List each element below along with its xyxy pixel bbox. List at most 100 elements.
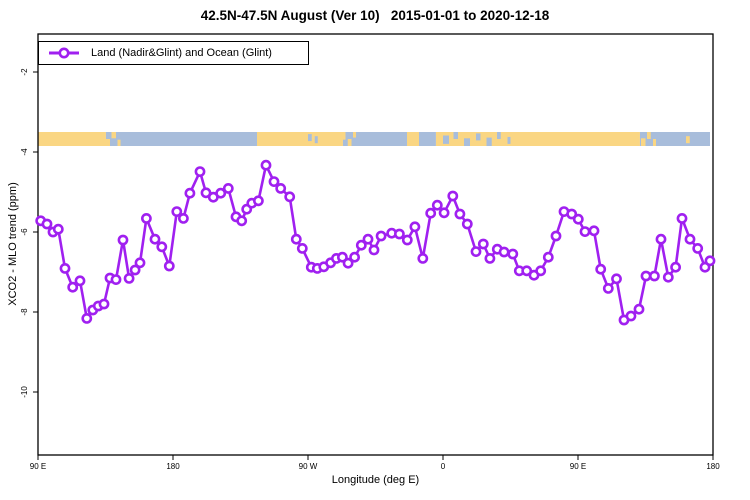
data-point-marker <box>284 191 296 203</box>
data-point-marker <box>477 238 489 250</box>
data-point-marker <box>684 233 696 245</box>
map-strip-ocean-speck <box>486 137 492 146</box>
data-point-marker <box>129 264 141 276</box>
data-point-marker <box>640 270 652 282</box>
map-strip-land-speck <box>104 139 110 146</box>
map-strip-ocean-speck <box>308 134 312 142</box>
data-point-marker <box>393 228 405 240</box>
data-point-marker <box>275 182 287 194</box>
data-point-marker <box>595 263 607 275</box>
map-strip-ocean-speck <box>507 136 511 144</box>
map-strip-ocean-speck <box>464 138 470 146</box>
legend-series-symbol <box>49 47 79 59</box>
data-point-marker <box>611 273 622 285</box>
data-point-marker <box>110 274 122 285</box>
legend-series-label: Land (Nadir&Glint) and Ocean (Glint) <box>91 47 272 59</box>
data-point-marker <box>470 246 482 257</box>
data-point-marker <box>52 223 64 235</box>
map-strip-land-speck <box>686 136 690 144</box>
data-point-marker <box>215 187 227 199</box>
map-strip-ocean-segment <box>419 132 436 146</box>
data-point-marker <box>134 257 146 269</box>
data-point-marker <box>431 199 443 211</box>
map-strip-ocean-segment <box>639 132 710 146</box>
map-strip-ocean-speck <box>314 136 318 144</box>
data-point-marker <box>184 187 196 199</box>
data-point-marker <box>662 271 674 283</box>
data-point-marker <box>498 246 510 258</box>
data-point-marker <box>704 255 716 267</box>
data-point-marker <box>566 208 578 220</box>
map-strip-land-speck <box>353 132 356 138</box>
map-strip-land-speck <box>117 139 121 146</box>
data-point-marker <box>550 230 562 242</box>
map-strip-ocean-speck <box>443 135 449 144</box>
data-point-marker <box>149 233 161 245</box>
legend: Land (Nadir&Glint) and Ocean (Glint) <box>38 41 309 65</box>
data-point-marker <box>588 225 600 237</box>
map-strip-land-speck <box>653 139 656 146</box>
data-point-marker <box>633 303 645 315</box>
data-point-marker <box>156 241 168 253</box>
data-point-marker <box>507 248 519 260</box>
data-point-marker <box>375 230 387 242</box>
x-tick-label: 90 W <box>299 462 318 471</box>
y-tick-label: -8 <box>20 308 29 316</box>
map-strip-ocean-speck <box>453 132 458 139</box>
map-strip-land-speck <box>641 138 646 146</box>
data-point-marker <box>41 218 53 230</box>
x-tick-label: 90 E <box>30 462 46 471</box>
data-line <box>39 163 712 322</box>
data-point-marker <box>521 265 533 277</box>
data-point-marker <box>290 233 302 245</box>
chart-title: 42.5N-47.5N August (Ver 10) 2015-01-01 t… <box>200 8 550 23</box>
data-point-marker <box>123 272 135 284</box>
y-tick-label: -4 <box>20 148 29 156</box>
data-point-marker <box>417 252 429 264</box>
x-tick-label: 0 <box>441 462 446 471</box>
data-point-marker <box>670 261 681 273</box>
data-point-marker <box>177 212 189 224</box>
data-point-marker <box>74 275 86 287</box>
data-point-marker <box>602 282 614 294</box>
map-strip-land-segment <box>257 132 343 146</box>
map-strip-land-speck <box>341 132 346 140</box>
data-point-marker <box>260 159 272 171</box>
data-point-marker <box>171 206 183 217</box>
map-strip-ocean-segment <box>105 132 257 146</box>
data-point-marker <box>342 257 354 269</box>
x-tick-label: 90 E <box>570 462 586 471</box>
map-strip-ocean-speck <box>476 133 481 141</box>
data-point-marker <box>625 310 637 322</box>
y-tick-label: -2 <box>20 68 29 76</box>
data-point-marker <box>81 312 93 324</box>
map-strip-land-speck <box>347 139 352 146</box>
data-point-marker <box>438 207 450 219</box>
data-point-marker <box>535 265 547 277</box>
data-point-marker <box>252 195 264 207</box>
data-point-marker <box>236 215 248 227</box>
data-point-marker <box>362 233 374 245</box>
data-point-marker <box>409 221 421 233</box>
map-strip-land-speck <box>111 132 116 139</box>
data-point-marker <box>676 212 688 224</box>
x-axis-title: Longitude (deg E) <box>331 474 420 486</box>
x-tick-label: 180 <box>706 462 720 471</box>
data-point-marker <box>461 218 473 230</box>
data-point-marker <box>296 242 308 254</box>
data-point-marker <box>425 207 437 219</box>
plot-frame <box>37 33 714 456</box>
data-point-marker <box>200 187 212 199</box>
data-point-marker <box>484 252 496 264</box>
y-tick-label: -6 <box>20 228 29 236</box>
data-point-marker <box>355 239 367 251</box>
data-point-marker <box>454 208 466 220</box>
data-point-marker <box>447 190 459 202</box>
data-point-marker <box>692 242 704 254</box>
data-point-marker <box>655 233 667 245</box>
x-tick-label: 180 <box>166 462 180 471</box>
data-point-marker <box>349 251 360 263</box>
map-strip-ocean-segment <box>342 132 407 146</box>
